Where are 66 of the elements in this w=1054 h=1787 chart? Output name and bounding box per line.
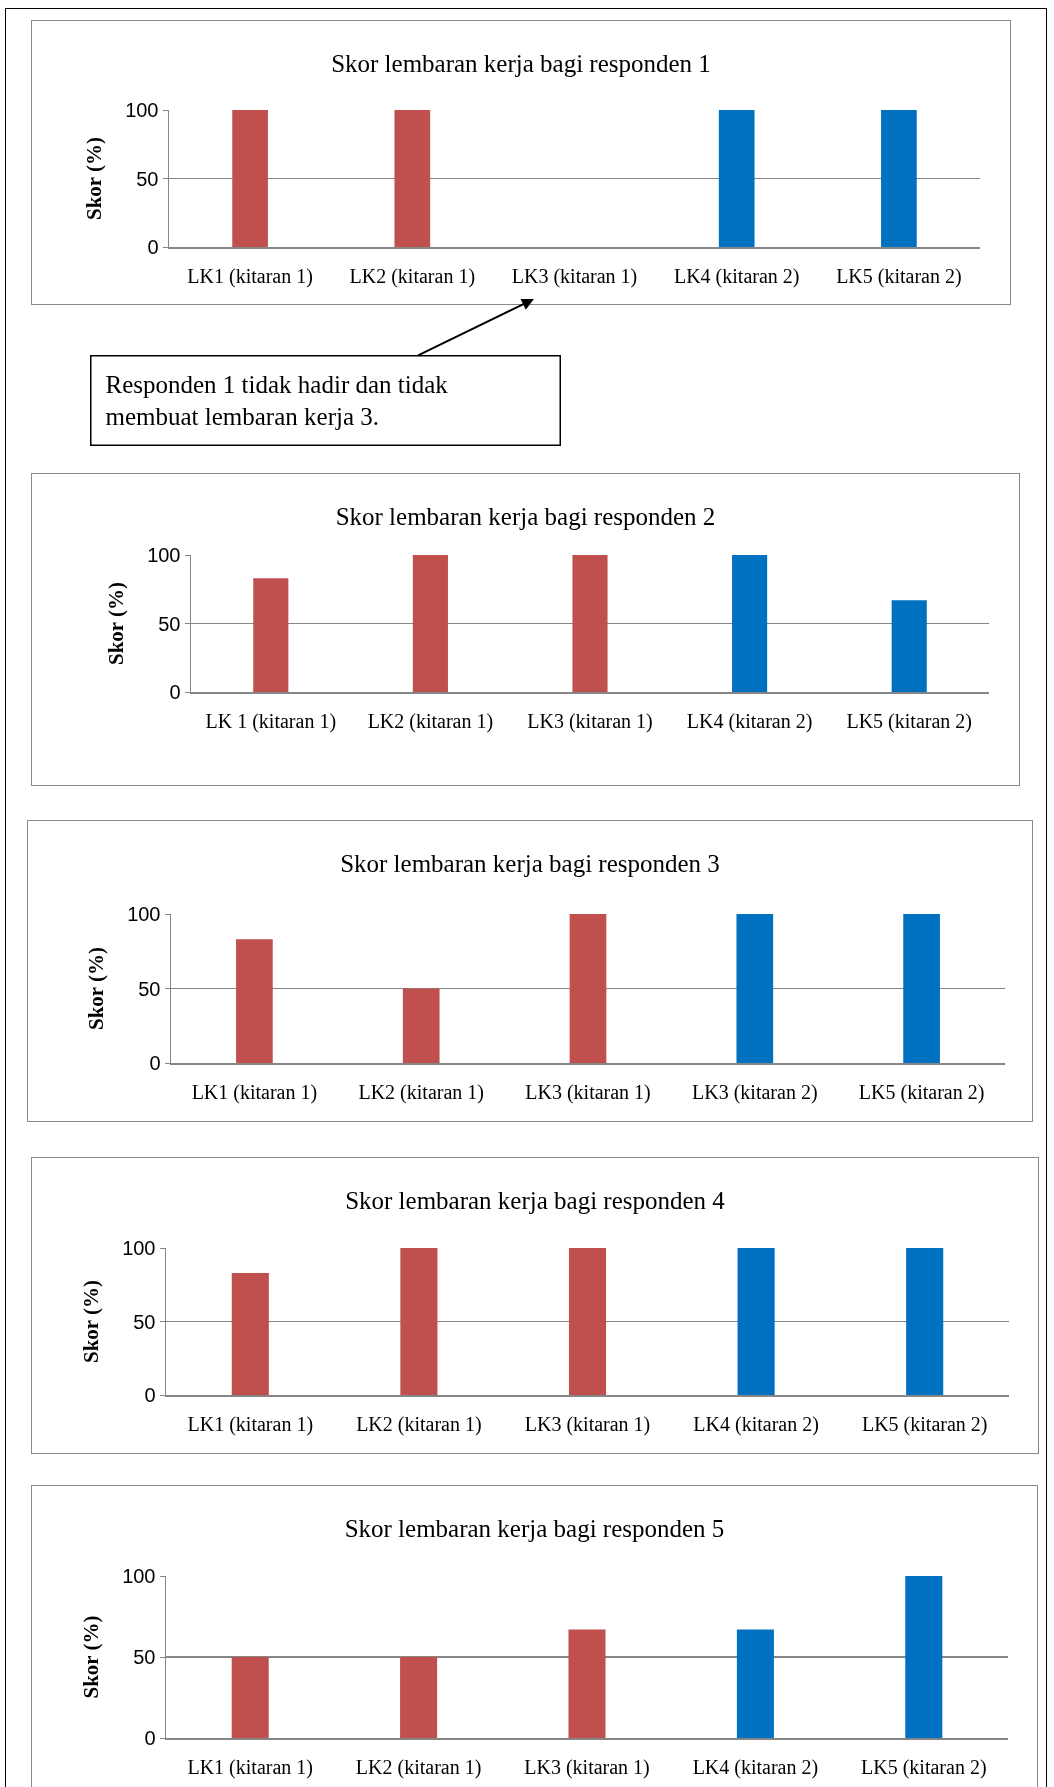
x-tick-label: LK3 (kitaran 1) xyxy=(524,1412,651,1436)
x-tick-label: LK1 (kitaran 1) xyxy=(187,264,313,288)
x-tick-label: LK3 (kitaran 1) xyxy=(524,1755,650,1779)
bar xyxy=(236,939,273,1063)
bar xyxy=(903,914,940,1063)
y-tick-label: 0 xyxy=(144,1727,156,1749)
bar xyxy=(402,988,440,1063)
y-tick-label: 50 xyxy=(133,1310,156,1333)
bar xyxy=(891,600,927,692)
x-tick-label: LK5 (kitaran 2) xyxy=(836,264,962,288)
bar xyxy=(569,914,607,1063)
bar xyxy=(572,555,608,692)
y-axis-title: Skor (%) xyxy=(103,581,128,666)
x-tick-label: LK2 (kitaran 1) xyxy=(367,709,494,733)
y-axis-title: Skor (%) xyxy=(81,136,106,221)
x-tick-label: LK5 (kitaran 2) xyxy=(861,1755,987,1779)
x-tick-label: LK2 (kitaran 1) xyxy=(358,1080,484,1104)
y-tick-label: 100 xyxy=(122,1565,156,1587)
y-tick-label: 50 xyxy=(158,612,181,635)
x-tick-label: LK4 (kitaran 2) xyxy=(692,1755,819,1779)
x-tick-label: LK1 (kitaran 1) xyxy=(187,1755,313,1779)
x-tick-label: LK1 (kitaran 1) xyxy=(187,1412,314,1436)
x-tick-label: LK3 (kitaran 1) xyxy=(525,1080,651,1104)
y-axis-title: Skor (%) xyxy=(78,1279,103,1364)
x-tick-label: LK2 (kitaran 1) xyxy=(349,264,476,288)
chart-title: Skor lembaran kerja bagi responden 4 xyxy=(345,1186,726,1214)
x-tick-label: LK5 (kitaran 2) xyxy=(861,1412,988,1436)
chart-title: Skor lembaran kerja bagi responden 1 xyxy=(331,49,711,77)
bar xyxy=(253,578,289,692)
bar xyxy=(732,555,768,692)
bar xyxy=(736,914,774,1063)
y-tick-label: 100 xyxy=(147,544,181,566)
x-tick-label: LK2 (kitaran 1) xyxy=(356,1412,482,1436)
bar xyxy=(231,1657,269,1738)
y-tick-label: 0 xyxy=(169,681,181,703)
x-tick-label: LK5 (kitaran 2) xyxy=(846,709,972,733)
bar xyxy=(905,1576,943,1738)
bar xyxy=(736,1629,774,1738)
x-tick-label: LK3 (kitaran 1) xyxy=(527,709,653,733)
bar xyxy=(412,555,448,692)
y-axis-title: Skor (%) xyxy=(78,1615,103,1699)
bar xyxy=(568,1629,606,1738)
x-tick-label: LK5 (kitaran 2) xyxy=(858,1080,985,1104)
x-tick-label: LK3 (kitaran 2) xyxy=(692,1080,818,1104)
chart-title: Skor lembaran kerja bagi responden 3 xyxy=(340,849,720,877)
y-tick-label: 0 xyxy=(144,1384,156,1406)
x-tick-label: LK 1 (kitaran 1) xyxy=(205,709,337,733)
x-tick-label: LK4 (kitaran 2) xyxy=(693,1412,819,1436)
y-tick-label: 100 xyxy=(122,1237,156,1259)
y-tick-label: 100 xyxy=(127,903,161,925)
chart-title: Skor lembaran kerja bagi responden 2 xyxy=(335,502,716,530)
y-tick-label: 0 xyxy=(149,1052,161,1074)
x-tick-label: LK4 (kitaran 2) xyxy=(686,709,813,733)
y-tick-label: 0 xyxy=(147,236,159,258)
x-tick-label: LK4 (kitaran 2) xyxy=(673,264,800,288)
y-tick-label: 50 xyxy=(133,1646,156,1668)
y-axis-title: Skor (%) xyxy=(83,946,108,1031)
text: Responden 1 tidak hadir dan tidak membuat lembaran kerja 3. xyxy=(105,370,449,430)
y-tick-label: 100 xyxy=(125,99,159,121)
bar xyxy=(400,1657,438,1738)
x-tick-label: LK1 (kitaran 1) xyxy=(191,1080,318,1104)
chart-title: Skor lembaran kerja bagi responden 5 xyxy=(344,1514,725,1542)
y-tick-label: 50 xyxy=(136,167,159,190)
x-tick-label: LK2 (kitaran 1) xyxy=(355,1755,482,1779)
x-tick-label: LK3 (kitaran 1) xyxy=(511,264,638,288)
y-tick-label: 50 xyxy=(138,977,161,1000)
